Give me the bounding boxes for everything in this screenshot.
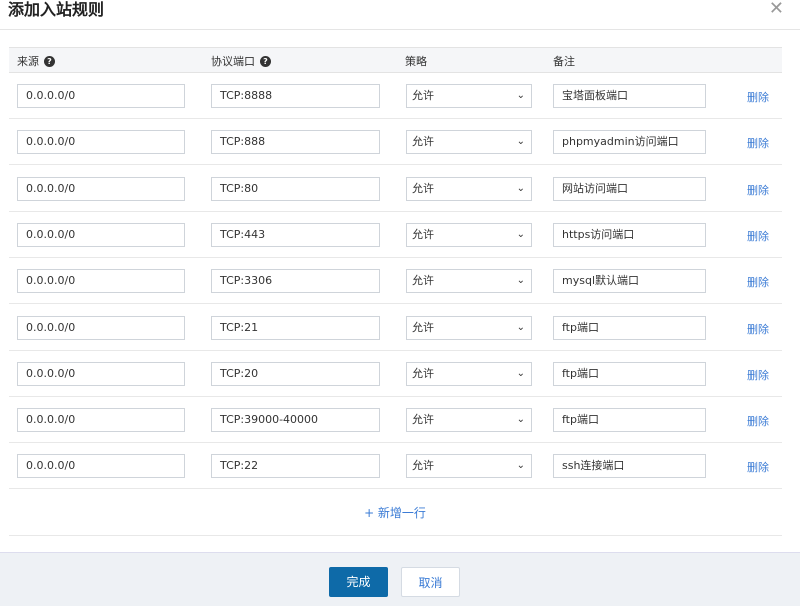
source-input[interactable]: 0.0.0.0/0 [17,454,185,479]
chevron-down-icon: ⌄ [516,414,525,426]
chevron-down-icon: ⌄ [516,460,525,472]
policy-value: 允许 [412,413,434,427]
port-input[interactable]: TCP:21 [211,315,380,340]
remark-input[interactable]: ssh连接端口 [553,454,706,479]
port-input[interactable]: TCP:20 [211,361,380,386]
policy-select[interactable]: 允许 ⌄ [406,454,532,479]
table-row: 0.0.0.0/0 TCP:443 允许 ⌄ https访问端口 删除 [9,212,782,258]
delete-row-link[interactable]: 删除 [747,229,769,243]
header-remark: 备注 [553,55,575,68]
delete-row-link[interactable]: 删除 [747,415,769,429]
confirm-button[interactable]: 完成 [329,567,388,597]
policy-select[interactable]: 允许 ⌄ [406,315,532,340]
delete-row-link[interactable]: 删除 [747,91,769,104]
remark-input[interactable]: ftp端口 [553,315,706,340]
header-source-label: 来源 [17,55,39,68]
source-input[interactable]: 0.0.0.0/0 [17,361,185,386]
policy-value: 允许 [412,320,434,334]
chevron-down-icon: ⌄ [516,321,525,333]
delete-row-link[interactable]: 删除 [747,137,769,151]
remark-input[interactable]: ftp端口 [553,361,706,386]
dialog-footer: 完成 取消 [0,552,800,606]
source-input[interactable]: 0.0.0.0/0 [17,408,185,433]
policy-select[interactable]: 允许 ⌄ [406,408,532,433]
policy-value: 允许 [412,135,434,149]
add-row-button[interactable]: + 新增一行 [364,506,426,520]
chevron-down-icon: ⌄ [516,275,525,287]
table-header: 来源? 协议端口? 策略 备注 [9,47,782,73]
policy-select[interactable]: 允许 ⌄ [406,269,532,294]
chevron-down-icon: ⌄ [516,182,525,194]
remark-input[interactable]: https访问端口 [553,222,706,247]
chevron-down-icon: ⌄ [516,367,525,379]
source-input[interactable]: 0.0.0.0/0 [17,176,185,201]
policy-select[interactable]: 允许 ⌄ [406,84,532,108]
table-row: 0.0.0.0/0 TCP:21 允许 ⌄ ftp端口 删除 [9,305,782,351]
header-source: 来源? [17,53,55,69]
delete-row-link[interactable]: 删除 [747,322,769,336]
table-row: 0.0.0.0/0 TCP:39000-40000 允许 ⌄ ftp端口 删除 [9,397,782,444]
port-input[interactable]: TCP:39000-40000 [211,408,380,433]
delete-row-link[interactable]: 删除 [747,368,769,382]
chevron-down-icon: ⌄ [516,90,525,101]
policy-select[interactable]: 允许 ⌄ [406,361,532,386]
policy-select[interactable]: 允许 ⌄ [406,130,532,155]
policy-value: 允许 [412,181,434,195]
port-input[interactable]: TCP:443 [211,222,380,247]
source-input[interactable]: 0.0.0.0/0 [17,222,185,247]
source-input[interactable]: 0.0.0.0/0 [17,130,185,155]
delete-row-link[interactable]: 删除 [747,461,769,475]
table-row: 0.0.0.0/0 TCP:8888 允许 ⌄ 宝塔面板端口 删除 [9,73,782,119]
close-icon[interactable]: ✕ [768,0,784,19]
divider [9,535,782,536]
remark-input[interactable]: 宝塔面板端口 [553,84,706,108]
port-input[interactable]: TCP:888 [211,130,380,155]
divider [0,29,800,30]
remark-input[interactable]: ftp端口 [553,408,706,433]
policy-value: 允许 [412,89,434,102]
chevron-down-icon: ⌄ [516,228,525,240]
policy-value: 允许 [412,366,434,380]
help-icon[interactable]: ? [260,55,271,67]
delete-row-link[interactable]: 删除 [747,276,769,290]
cancel-button[interactable]: 取消 [401,567,460,597]
source-input[interactable]: 0.0.0.0/0 [17,315,185,340]
port-input[interactable]: TCP:3306 [211,269,380,294]
table-row: 0.0.0.0/0 TCP:80 允许 ⌄ 网站访问端口 删除 [9,166,782,212]
port-input[interactable]: TCP:80 [211,176,380,201]
policy-value: 允许 [412,459,434,473]
policy-select[interactable]: 允许 ⌄ [406,176,532,201]
policy-select[interactable]: 允许 ⌄ [406,222,532,247]
port-input[interactable]: TCP:22 [211,454,380,479]
table-row: 0.0.0.0/0 TCP:22 允许 ⌄ ssh连接端口 删除 [9,443,782,490]
policy-value: 允许 [412,227,434,241]
header-policy: 策略 [405,55,427,68]
help-icon[interactable]: ? [44,55,55,67]
table-row: 0.0.0.0/0 TCP:20 允许 ⌄ ftp端口 删除 [9,351,782,397]
table-row: 0.0.0.0/0 TCP:888 允许 ⌄ phpmyadmin访问端口 删除 [9,119,782,166]
remark-input[interactable]: 网站访问端口 [553,176,706,201]
remark-input[interactable]: mysql默认端口 [553,269,706,294]
header-port-label: 协议端口 [211,55,255,68]
delete-row-link[interactable]: 删除 [747,183,769,197]
source-input[interactable]: 0.0.0.0/0 [17,269,185,294]
remark-input[interactable]: phpmyadmin访问端口 [553,130,706,155]
dialog-title: 添加入站规则 [8,0,105,19]
chevron-down-icon: ⌄ [516,136,525,148]
source-input[interactable]: 0.0.0.0/0 [17,84,185,108]
policy-value: 允许 [412,274,434,288]
table-row: 0.0.0.0/0 TCP:3306 允许 ⌄ mysql默认端口 删除 [9,258,782,305]
port-input[interactable]: TCP:8888 [211,84,380,108]
header-port: 协议端口? [211,53,271,69]
